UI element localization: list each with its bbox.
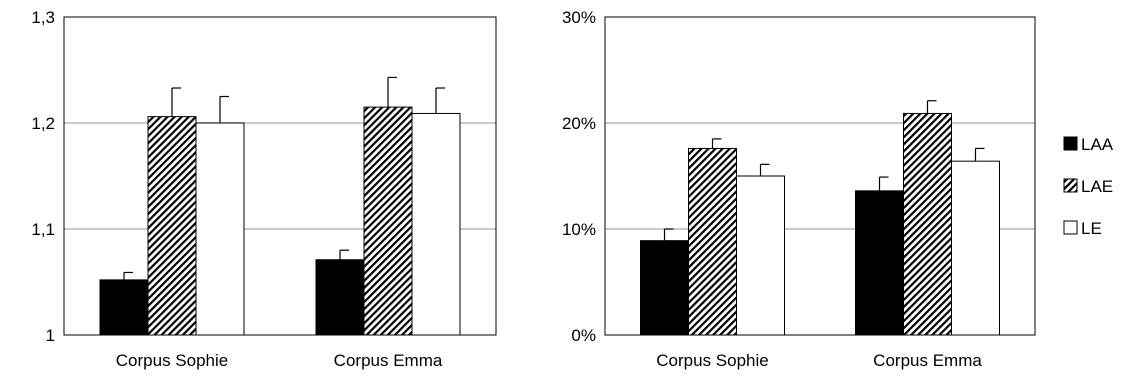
chart-right: 0% 10% 20% 30% Corpus Sophie Corpus Emma (562, 8, 1036, 370)
chart-left: 1 1,1 1,2 1,3 Corpus Sophie Corpus Emma (31, 8, 497, 370)
y-tick-label: 1,1 (31, 220, 55, 239)
legend-label-le: LE (1081, 219, 1102, 238)
y-tick-label: 20% (562, 114, 596, 133)
category-label: Corpus Sophie (116, 351, 228, 370)
bar-laa (315, 259, 365, 336)
y-tick-label: 30% (562, 8, 596, 27)
bar-lae (688, 147, 737, 336)
legend-label-lae: LAE (1081, 177, 1113, 196)
bar-lae (147, 116, 197, 336)
bar-le (951, 160, 1000, 336)
bar-laa (640, 240, 689, 336)
legend: LAA LAE LE (1063, 135, 1114, 238)
bar-lae (903, 112, 952, 336)
bar-le (195, 122, 245, 336)
legend-label-laa: LAA (1081, 135, 1114, 154)
y-tick-label: 0% (571, 326, 596, 345)
legend-swatch-lae (1063, 178, 1078, 193)
category-label: Corpus Sophie (656, 351, 768, 370)
bar-le (736, 175, 785, 336)
category-label: Corpus Emma (873, 351, 982, 370)
y-tick-label: 10% (562, 220, 596, 239)
y-tick-label: 1,2 (31, 114, 55, 133)
bar-laa (99, 279, 149, 336)
y-tick-label: 1,3 (31, 8, 55, 27)
legend-swatch-le (1063, 220, 1078, 235)
bar-le (411, 112, 461, 336)
legend-swatch-laa (1063, 136, 1078, 151)
plot-frame (604, 16, 1036, 336)
bar-lae (363, 106, 413, 336)
y-tick-label: 1 (46, 326, 55, 345)
bar-laa (855, 190, 904, 336)
category-label: Corpus Emma (334, 351, 443, 370)
plot-frame (63, 16, 497, 336)
